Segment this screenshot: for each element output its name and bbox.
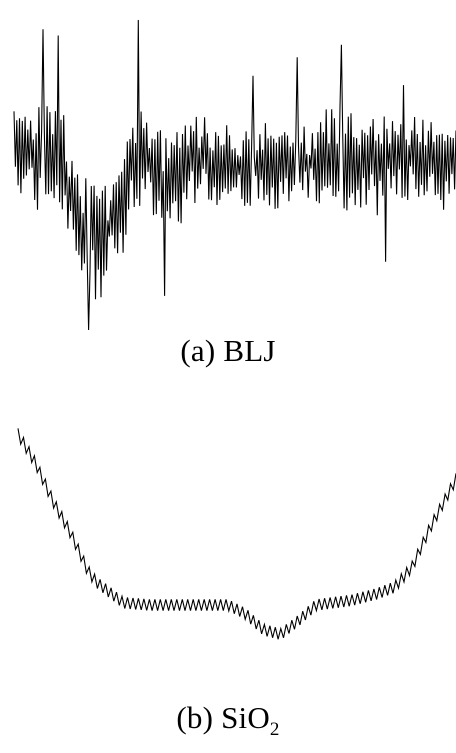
caption-sio2-prefix: (b) <box>176 700 214 735</box>
panel-blj: (a) BLJ <box>0 19 456 369</box>
blj-trace-line <box>13 19 456 331</box>
caption-blj-label: BLJ <box>223 333 276 368</box>
blj-trace-plot <box>13 19 456 331</box>
sio2-trace-plot <box>17 428 456 640</box>
caption-blj-prefix: (a) <box>180 333 216 368</box>
caption-sio2: (b) SiO2 <box>0 700 456 739</box>
caption-sio2-subscript: 2 <box>269 719 280 740</box>
sio2-trace-line <box>17 428 456 640</box>
caption-blj: (a) BLJ <box>0 333 456 369</box>
caption-sio2-label: SiO2 <box>221 700 280 739</box>
panel-sio2: (b) SiO2 <box>0 400 456 753</box>
caption-sio2-label-text: SiO <box>221 700 270 735</box>
